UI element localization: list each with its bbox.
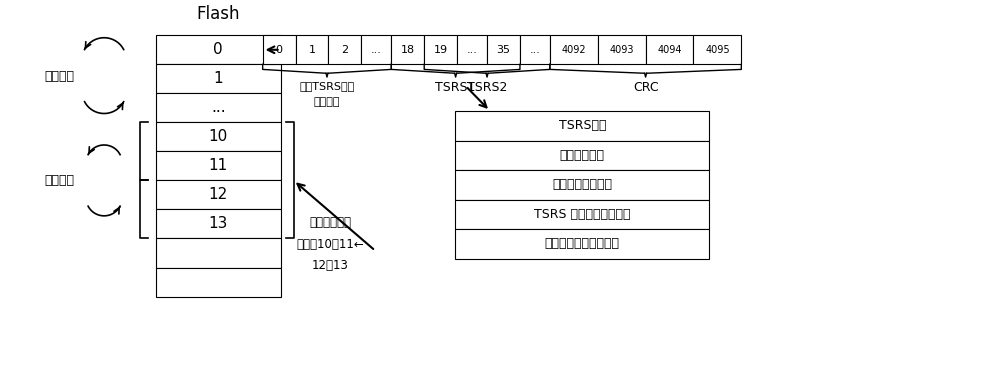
Bar — [455, 170, 709, 200]
Bar — [598, 35, 646, 64]
Text: ...: ... — [371, 45, 382, 55]
Text: 0: 0 — [276, 45, 283, 55]
Bar — [457, 35, 487, 64]
Text: 18: 18 — [401, 45, 415, 55]
Text: 包含TSRS个数: 包含TSRS个数 — [299, 81, 355, 91]
Bar — [455, 229, 709, 259]
Text: 12: 12 — [209, 188, 228, 202]
Bar — [520, 35, 550, 64]
Text: 4095: 4095 — [705, 45, 730, 55]
Text: 互为备份: 互为备份 — [44, 69, 74, 83]
Text: TSRS编号: TSRS编号 — [559, 119, 606, 132]
Bar — [424, 35, 457, 64]
Text: TSRS 索引文件存储位置: TSRS 索引文件存储位置 — [534, 208, 631, 221]
Bar — [156, 35, 281, 64]
Bar — [156, 267, 281, 296]
Bar — [328, 35, 361, 64]
Text: 10: 10 — [209, 129, 228, 144]
Bar — [263, 35, 296, 64]
Bar — [156, 151, 281, 180]
Bar — [156, 122, 281, 151]
Bar — [156, 93, 281, 122]
Text: 4094: 4094 — [657, 45, 682, 55]
Bar — [156, 180, 281, 210]
Bar — [646, 35, 693, 64]
Text: 当前存储车站个数: 当前存储车站个数 — [552, 178, 612, 191]
Text: 11: 11 — [209, 158, 228, 173]
Text: 19: 19 — [434, 45, 448, 55]
Bar — [156, 210, 281, 239]
Bar — [455, 141, 709, 170]
Text: ...: ... — [467, 45, 478, 55]
Text: 1: 1 — [309, 45, 316, 55]
Text: ...: ... — [529, 45, 540, 55]
Text: 35: 35 — [496, 45, 510, 55]
Text: （小端）: （小端） — [314, 97, 340, 107]
Text: Flash: Flash — [197, 5, 240, 24]
Bar — [156, 239, 281, 267]
Bar — [693, 35, 741, 64]
Bar — [455, 200, 709, 229]
Text: 2: 2 — [341, 45, 348, 55]
Bar — [391, 35, 424, 64]
Text: 互为备份: 互为备份 — [44, 174, 74, 187]
Text: 1: 1 — [213, 71, 223, 86]
Text: 编号为10、11←: 编号为10、11← — [297, 238, 364, 251]
Text: 12、13: 12、13 — [312, 259, 349, 273]
Bar — [156, 64, 281, 93]
Text: 4093: 4093 — [609, 45, 634, 55]
Bar — [361, 35, 391, 64]
Bar — [487, 35, 520, 64]
Text: 文件数据版本: 文件数据版本 — [560, 149, 605, 162]
Text: ...: ... — [211, 100, 226, 115]
Text: 车站目录存储崴区编号: 车站目录存储崴区编号 — [545, 237, 620, 251]
Text: TSRS2: TSRS2 — [467, 81, 507, 94]
Bar — [296, 35, 328, 64]
Text: 0: 0 — [213, 42, 223, 57]
Bar — [455, 111, 709, 141]
Text: TSRS1: TSRS1 — [435, 81, 476, 94]
Text: 13: 13 — [209, 217, 228, 232]
Bar — [550, 35, 598, 64]
Text: CRC: CRC — [633, 81, 658, 94]
Text: 4092: 4092 — [561, 45, 586, 55]
Text: 车站目录存储: 车站目录存储 — [309, 216, 351, 229]
